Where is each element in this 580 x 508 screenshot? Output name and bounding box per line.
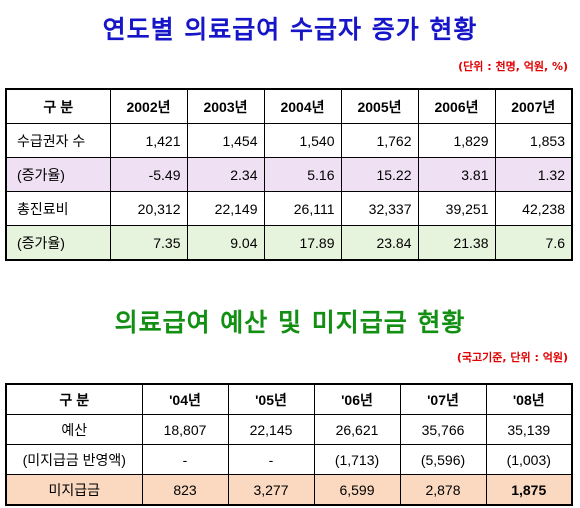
header-cell: 2005년: [340, 88, 419, 124]
table-cell: 1,762: [340, 123, 419, 158]
table-cell: 6,599: [313, 474, 401, 506]
table1-unit-note: (단위 : 천명, 억원, %): [458, 60, 568, 73]
row-label: (증가율): [5, 225, 111, 261]
budget-unpaid-table: 구 분 '04년 '05년 '06년 '07년 '08년 예산 18,807 2…: [5, 383, 573, 506]
table-cell: 2,878: [399, 474, 487, 506]
table-cell: 23.84: [340, 225, 419, 261]
row-label: 예산: [5, 414, 143, 445]
table-cell: 18,807: [141, 414, 229, 445]
table-cell: 1,829: [417, 123, 496, 158]
table-cell: (1,003): [485, 444, 573, 475]
table-row: 수급권자 수 1,421 1,454 1,540 1,762 1,829 1,8…: [5, 123, 573, 158]
header-cell: 2003년: [186, 88, 265, 124]
row-label: 총진료비: [5, 191, 111, 226]
table-cell: 7.35: [109, 225, 188, 261]
row-label: 수급권자 수: [5, 123, 111, 158]
table-cell: -5.49: [109, 157, 188, 192]
table2-title: 의료급여 예산 및 미지급금 현황: [114, 308, 466, 337]
table-cell: 21.38: [417, 225, 496, 261]
table-row: 예산 18,807 22,145 26,621 35,766 35,139: [5, 414, 573, 445]
row-label: (증가율): [5, 157, 111, 192]
header-cell: '05년: [227, 383, 315, 415]
table-cell: 32,337: [340, 191, 419, 226]
header-cell: '04년: [141, 383, 229, 415]
table-header-row: 구 분 '04년 '05년 '06년 '07년 '08년: [5, 383, 573, 415]
table1-title: 연도별 의료급여 수급자 증가 현황: [102, 15, 478, 44]
table-cell: 823: [141, 474, 229, 506]
table-cell: 22,149: [186, 191, 265, 226]
table-cell: 1.32: [494, 157, 573, 192]
table-cell: 20,312: [109, 191, 188, 226]
recipient-growth-table: 구 분 2002년 2003년 2004년 2005년 2006년 2007년 …: [5, 88, 573, 261]
table-cell: 15.22: [340, 157, 419, 192]
row-label: (미지급금 반영액): [5, 444, 143, 475]
header-cell: 2004년: [263, 88, 342, 124]
table-cell: 42,238: [494, 191, 573, 226]
table-cell: 7.6: [494, 225, 573, 261]
table-cell: 3.81: [417, 157, 496, 192]
table-cell: 2.34: [186, 157, 265, 192]
table-cell: -: [227, 444, 315, 475]
table-cell: 3,277: [227, 474, 315, 506]
table-cell: 39,251: [417, 191, 496, 226]
table-cell: 35,139: [485, 414, 573, 445]
table-cell: 1,540: [263, 123, 342, 158]
table-cell: 17.89: [263, 225, 342, 261]
table-row: (증가율) 7.35 9.04 17.89 23.84 21.38 7.6: [5, 225, 573, 261]
table-cell: 1,875: [485, 474, 573, 506]
table-cell: 22,145: [227, 414, 315, 445]
table-header-row: 구 분 2002년 2003년 2004년 2005년 2006년 2007년: [5, 88, 573, 124]
header-cell: 2006년: [417, 88, 496, 124]
table-cell: 26,111: [263, 191, 342, 226]
header-cell: '06년: [313, 383, 401, 415]
header-cell: '07년: [399, 383, 487, 415]
table-cell: 5.16: [263, 157, 342, 192]
table-cell: 26,621: [313, 414, 401, 445]
table-row: (미지급금 반영액) - - (1,713) (5,596) (1,003): [5, 444, 573, 475]
table-cell: (1,713): [313, 444, 401, 475]
header-cell: 구 분: [5, 383, 143, 415]
table-row: 미지급금 823 3,277 6,599 2,878 1,875: [5, 474, 573, 506]
table-cell: 1,853: [494, 123, 573, 158]
header-cell: '08년: [485, 383, 573, 415]
row-label: 미지급금: [5, 474, 143, 506]
table-cell: -: [141, 444, 229, 475]
table-cell: (5,596): [399, 444, 487, 475]
header-cell: 2007년: [494, 88, 573, 124]
table-cell: 9.04: [186, 225, 265, 261]
header-cell: 2002년: [109, 88, 188, 124]
table-row: 총진료비 20,312 22,149 26,111 32,337 39,251 …: [5, 191, 573, 226]
table-cell: 35,766: [399, 414, 487, 445]
table2-unit-note: (국고기준, 단위 : 억원): [456, 351, 568, 364]
header-cell: 구 분: [5, 88, 111, 124]
table-cell: 1,421: [109, 123, 188, 158]
table-cell: 1,454: [186, 123, 265, 158]
table-row: (증가율) -5.49 2.34 5.16 15.22 3.81 1.32: [5, 157, 573, 192]
